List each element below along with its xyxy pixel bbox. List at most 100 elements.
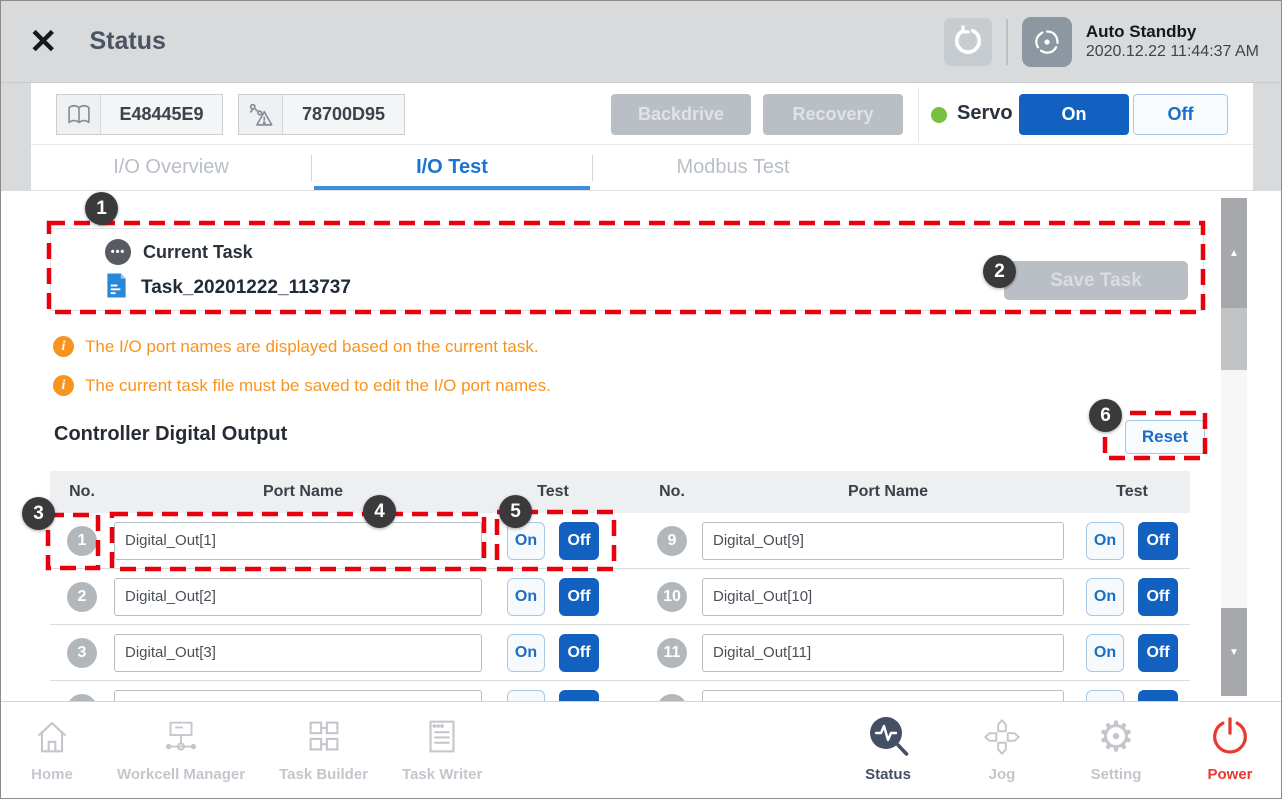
nav-label: Task Writer <box>402 766 483 783</box>
port-name-input[interactable] <box>114 689 482 701</box>
test-off-button[interactable]: Off <box>1138 521 1178 560</box>
close-icon[interactable]: ✕ <box>29 22 58 61</box>
recovery-button[interactable]: Recovery <box>763 94 903 135</box>
robot-id-field[interactable]: 78700D95 <box>238 94 405 135</box>
nav-item-power[interactable]: Power <box>1199 714 1261 783</box>
nav-item-jog[interactable]: Jog <box>971 714 1033 783</box>
tab-modbus-test[interactable]: Modbus Test <box>676 156 790 178</box>
task-file-icon <box>105 272 128 304</box>
nav-item-workcell-manager[interactable]: Workcell Manager <box>117 714 245 783</box>
annotation-badge-1: 1 <box>85 192 118 225</box>
row-number-badge: 3 <box>67 637 97 668</box>
col-header-port-name: Port Name <box>847 483 929 500</box>
content-area: ••• Current Task Task_20201222_113737 Sa… <box>2 191 1280 701</box>
setting-icon: ⚙ <box>1097 714 1135 760</box>
test-on-button[interactable]: On <box>1086 521 1124 560</box>
port-name-input[interactable] <box>114 633 482 672</box>
port-name-input[interactable] <box>702 521 1064 560</box>
scrollbar-thumb[interactable] <box>1221 308 1247 370</box>
annotation-badge-2: 2 <box>983 255 1016 288</box>
info-icon: i <box>53 375 74 396</box>
test-off-button[interactable]: Off <box>1138 633 1178 672</box>
test-off-button[interactable]: Off <box>559 577 599 616</box>
col-header-no: No. <box>69 483 95 500</box>
section-title: Controller Digital Output <box>54 423 288 445</box>
row-number-badge <box>67 693 97 701</box>
col-header-no: No. <box>659 483 685 500</box>
controller-icon <box>57 95 101 134</box>
reset-button[interactable]: Reset <box>1125 420 1205 454</box>
current-task-label: Current Task <box>143 241 253 262</box>
row-number-badge <box>657 693 687 701</box>
test-off-button[interactable]: Off <box>1138 577 1178 616</box>
scrollbar-track[interactable] <box>1221 370 1247 608</box>
port-name-input[interactable] <box>702 689 1064 701</box>
servo-on-button[interactable]: On <box>1019 94 1129 135</box>
port-name-input[interactable] <box>114 521 482 560</box>
port-name-input[interactable] <box>702 577 1064 616</box>
nav-label: Workcell Manager <box>117 766 246 783</box>
test-off-button[interactable]: Off <box>559 689 599 701</box>
servo-divider <box>918 87 919 142</box>
app-header: ✕ Status Auto Standby 2020.12.22 11:44:3… <box>1 1 1281 83</box>
servo-off-button[interactable]: Off <box>1133 94 1228 135</box>
digital-output-table: No. Port Name Test No. Port Name Test 1 … <box>50 471 1190 701</box>
scrollbar: ▲ ▼ <box>1221 198 1247 696</box>
controller-id-value: E48445E9 <box>119 104 204 124</box>
test-off-button[interactable]: Off <box>1138 689 1178 701</box>
info-icon: i <box>53 336 74 357</box>
nav-item-status[interactable]: Status <box>857 714 919 783</box>
page-title: Status <box>89 27 166 55</box>
col-header-test: Test <box>537 483 569 500</box>
test-on-button[interactable]: On <box>1086 633 1124 672</box>
home-icon <box>30 714 74 760</box>
scroll-down-button[interactable]: ▼ <box>1221 608 1247 696</box>
test-on-button[interactable]: On <box>1086 689 1124 701</box>
auto-standby-icon[interactable] <box>1021 16 1072 67</box>
port-name-input[interactable] <box>702 633 1064 672</box>
robot-mode-info: Auto Standby 2020.12.22 11:44:37 AM <box>1086 21 1259 62</box>
tab-io-test[interactable]: I/O Test <box>312 145 592 190</box>
robot-id-value: 78700D95 <box>301 104 386 124</box>
gear-glyph: ⚙ <box>1097 712 1135 761</box>
test-on-button[interactable]: On <box>507 633 545 672</box>
nav-label: Home <box>31 766 73 783</box>
test-on-button[interactable]: On <box>1086 577 1124 616</box>
tab-separator <box>311 154 312 181</box>
nav-item-setting[interactable]: ⚙ Setting <box>1085 714 1147 784</box>
port-name-input[interactable] <box>114 577 482 616</box>
scroll-up-button[interactable]: ▲ <box>1221 198 1247 308</box>
table-row: 3 On Off 11 On Off <box>50 625 1190 681</box>
tab-io-overview[interactable]: I/O Overview <box>113 156 229 178</box>
scroll-down-icon: ▼ <box>1229 646 1239 658</box>
bottom-nav: Home Workcell Manager Task Builder Task … <box>1 701 1281 798</box>
notice-text: The current task file must be saved to e… <box>85 375 551 395</box>
col-header-port-name: Port Name <box>262 483 344 500</box>
nav-item-home[interactable]: Home <box>21 714 83 783</box>
servo-status-dot <box>931 107 947 123</box>
nav-label: Status <box>865 766 911 783</box>
servo-label: Servo <box>957 102 1013 124</box>
controller-id-field[interactable]: E48445E9 <box>56 94 223 135</box>
backdrive-button[interactable]: Backdrive <box>611 94 751 135</box>
table-row-partial: On Off On Off <box>50 681 1190 701</box>
current-task-panel: ••• Current Task Task_20201222_113737 Sa… <box>50 228 1204 311</box>
annotation-badge-4: 4 <box>363 495 396 528</box>
active-tab-underline <box>314 186 590 190</box>
ellipsis-icon: ••• <box>105 239 131 265</box>
test-on-button[interactable]: On <box>507 577 545 616</box>
row-number-badge: 2 <box>67 581 97 612</box>
power-icon <box>1208 714 1252 760</box>
nav-item-task-builder[interactable]: Task Builder <box>279 714 368 783</box>
robot-warning-icon <box>239 95 283 134</box>
col-header-test: Test <box>1116 483 1148 500</box>
test-off-button[interactable]: Off <box>559 633 599 672</box>
save-task-button[interactable]: Save Task <box>1004 261 1188 300</box>
nav-item-task-writer[interactable]: Task Writer <box>402 714 482 783</box>
ids-row: E48445E9 78700D95 Backdrive Recovery Ser… <box>31 83 1253 145</box>
refresh-button[interactable] <box>943 17 992 66</box>
test-on-button[interactable]: On <box>507 689 545 701</box>
test-off-button[interactable]: Off <box>559 521 599 560</box>
